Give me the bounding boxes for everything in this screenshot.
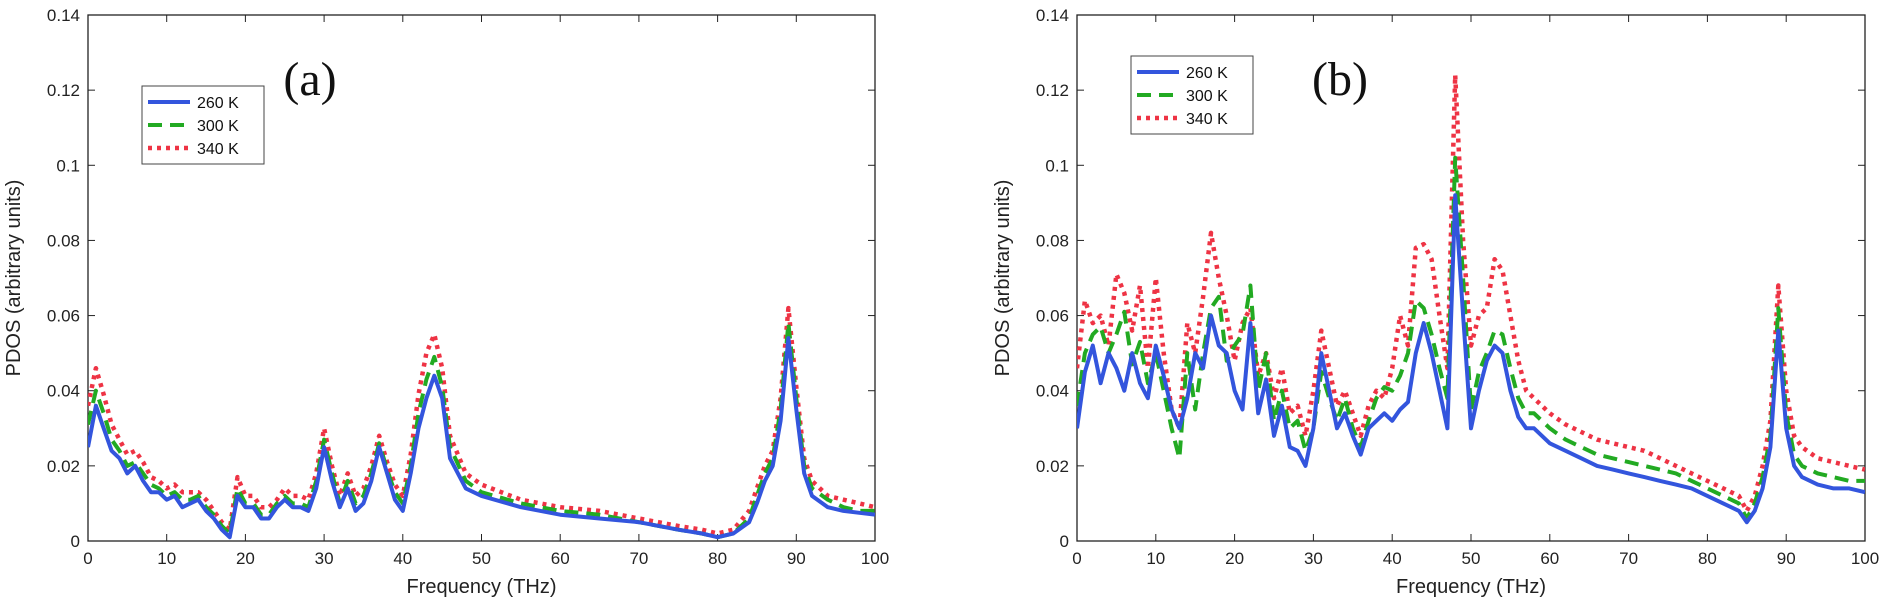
y-tick-label: 0.12 [1036,81,1069,100]
x-tick-label: 60 [1540,549,1559,568]
x-tick-label: 30 [1304,549,1323,568]
y-tick-label: 0 [1060,532,1069,551]
x-tick-label: 70 [1619,549,1638,568]
y-tick-label: 0.02 [1036,457,1069,476]
x-tick-label: 90 [787,549,806,568]
y-tick-label: 0 [71,532,80,551]
legend: 260 K 300 K 340 K [1130,55,1254,135]
x-tick-label: 0 [83,549,92,568]
series-line-260k [88,336,875,540]
series-line-300k [1077,155,1865,521]
x-tick-label: 70 [629,549,648,568]
x-tick-label: 20 [1225,549,1244,568]
x-tick-label: 0 [1072,549,1081,568]
x-axis-label: Frequency (THz) [1396,576,1546,598]
x-tick-label: 50 [1462,549,1481,568]
y-tick-label: 0.08 [47,231,80,250]
x-tick-label: 10 [157,549,176,568]
chart-panel-b: 0 10 20 30 40 50 60 70 80 90 100 0 0.02 0.04 0.06 0.08 0… [992,6,1879,598]
x-tick-label: 50 [472,549,491,568]
legend-label: 300 K [1186,88,1228,105]
x-tick-label: 90 [1777,549,1796,568]
legend-label: 260 K [1186,65,1228,82]
legend-label: 340 K [1186,111,1228,128]
y-tick-label: 0.08 [1036,231,1069,250]
x-tick-label: 20 [236,549,255,568]
y-tick-label: 0.04 [47,382,80,401]
y-tick-label: 0.1 [56,156,80,175]
legend: 260 K 300 K 340 K [141,85,265,165]
x-axis-label: Frequency (THz) [406,576,556,598]
legend-label: 340 K [197,141,239,158]
legend-label: 260 K [197,95,239,112]
legend-box [1130,55,1254,135]
x-tick-label: 100 [861,549,889,568]
y-tick-label: 0.1 [1045,156,1069,175]
x-tick-label: 40 [1383,549,1402,568]
series-line-300k [88,321,875,540]
panel-label: (b) [1312,53,1368,106]
y-tick-label: 0.02 [47,457,80,476]
x-tick-label: 80 [708,549,727,568]
x-tick-label: 10 [1146,549,1165,568]
y-tick-label: 0.12 [47,81,80,100]
y-tick-label: 0.14 [47,6,80,25]
x-tick-label: 40 [393,549,412,568]
series-line-260k [1077,193,1865,525]
x-tick-label: 100 [1851,549,1879,568]
y-tick-label: 0.14 [1036,6,1069,25]
legend-box [141,85,265,165]
panel-label: (a) [283,53,336,106]
x-tick-label: 60 [551,549,570,568]
y-tick-label: 0.04 [1036,382,1069,401]
y-tick-label: 0.06 [1036,307,1069,326]
legend-label: 300 K [197,118,239,135]
chart-panel-a: 0 10 20 30 40 50 60 70 80 90 100 0 0.02 0.04 0.06 0.08 0… [3,6,889,598]
y-axis-label: PDOS (arbitrary units) [3,180,25,377]
y-tick-label: 0.06 [47,307,80,326]
y-axis-label: PDOS (arbitrary units) [992,180,1014,377]
x-tick-label: 30 [315,549,334,568]
x-tick-label: 80 [1698,549,1717,568]
